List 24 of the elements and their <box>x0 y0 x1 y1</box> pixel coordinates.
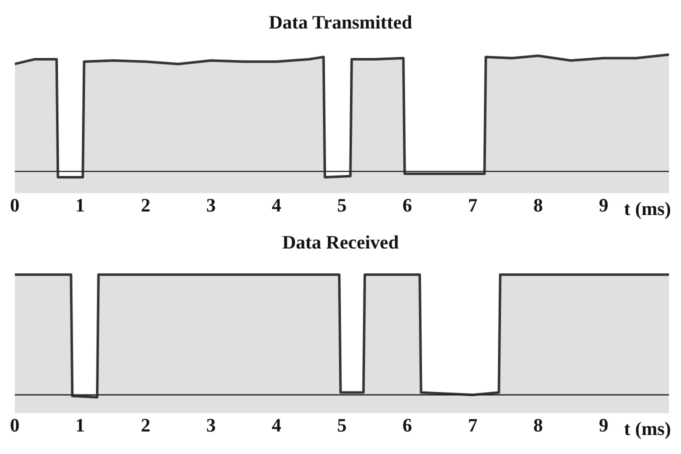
x-axis-title: t (ms) <box>624 199 671 220</box>
x-tick-label: 4 <box>272 416 282 437</box>
x-tick-label: 8 <box>533 416 543 437</box>
x-axis-title: t (ms) <box>624 419 671 440</box>
x-tick-label: 1 <box>75 416 85 437</box>
x-tick-label: 0 <box>10 416 20 437</box>
x-tick-label: 6 <box>402 196 412 217</box>
x-tick-label: 2 <box>140 196 150 217</box>
x-tick-label: 0 <box>10 196 20 217</box>
x-tick-label: 1 <box>75 196 85 217</box>
x-tick-label: 9 <box>598 416 608 437</box>
x-tick-label: 3 <box>206 196 216 217</box>
x-tick-label: 7 <box>468 196 478 217</box>
x-tick-label: 9 <box>598 196 608 217</box>
chart-title: Data Received <box>282 232 400 254</box>
x-tick-label: 7 <box>468 416 478 437</box>
x-tick-label: 8 <box>533 196 543 217</box>
chart-title: Data Transmitted <box>268 12 413 34</box>
x-tick-label: 5 <box>337 196 347 217</box>
x-tick-label: 3 <box>206 416 216 437</box>
x-tick-label: 6 <box>402 416 412 437</box>
x-tick-label: 4 <box>272 196 282 217</box>
x-tick-label: 5 <box>337 416 347 437</box>
x-tick-label: 2 <box>140 416 150 437</box>
